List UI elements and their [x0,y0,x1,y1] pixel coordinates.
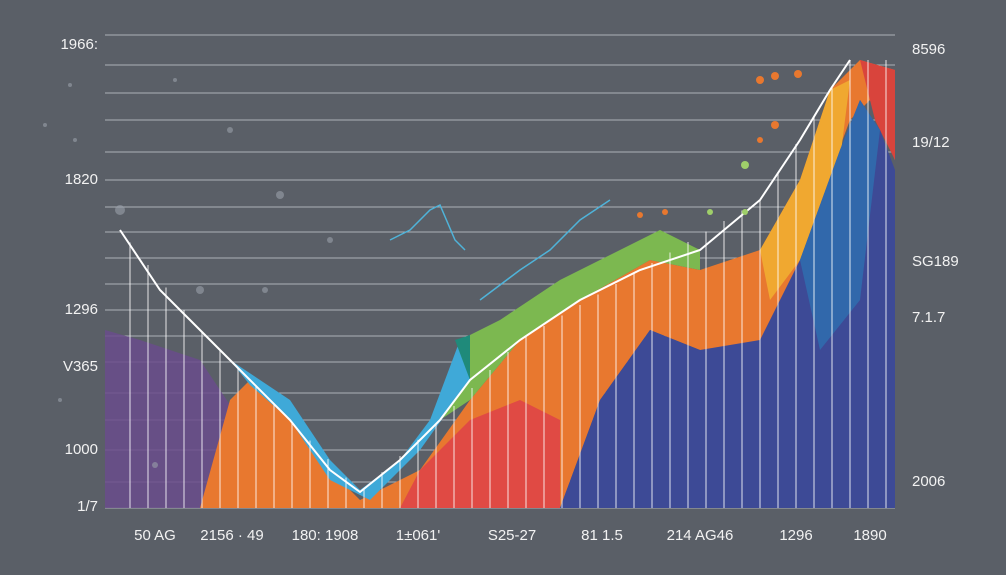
speck [262,287,268,293]
blue-area [800,100,880,350]
speckles [43,78,333,468]
bottom-label: 180: 1908 [292,527,359,544]
right-label: 2006 [912,473,945,490]
bottom-label: 1±061' [396,527,441,544]
bottom-label: S25-27 [488,527,536,544]
navy-area [560,100,895,508]
labels: 1966: 1820 1296 V365 1000 1/7 8596 19/12 SG189 7.… [60,36,958,544]
right-label: 8596 [912,41,945,58]
vertical-lines [129,60,887,508]
left-label: 1000 [65,441,98,458]
speck [196,286,204,294]
small-line [479,199,611,301]
left-label: 1296 [65,301,98,318]
right-label: 19/12 [912,134,950,151]
bottom-label: 81 1.5 [581,527,623,544]
cyan-area [230,340,470,500]
speck [152,462,158,468]
bottom-label: 214 AG46 [667,527,734,544]
dots [707,161,749,215]
dot [741,161,749,169]
speck [115,205,125,215]
speck [327,237,333,243]
dot [637,212,643,218]
bottom-label: 2156 · 49 [200,527,263,544]
right-label: SG189 [912,253,959,270]
dot [794,70,802,78]
left-label: 1966: [60,36,98,53]
dot [771,72,779,80]
green-area [440,230,700,420]
trend-line [119,59,851,494]
dot [742,209,748,215]
left-label: 1/7 [77,498,98,515]
small-line [389,203,466,251]
left-label: V365 [63,358,98,375]
left-label: 1820 [65,171,98,188]
dots [637,70,802,218]
speck [227,127,233,133]
areas [105,60,895,508]
dot [756,76,764,84]
red-area [400,400,560,508]
bottom-label: 50 AG [134,527,176,544]
bottom-label: 1890 [853,527,886,544]
dot [757,137,763,143]
bottom-label: 1296 [779,527,812,544]
dot [707,209,713,215]
yellow-area [760,80,850,300]
speck [58,398,62,402]
speck [276,191,284,199]
speck [73,138,77,142]
speck [68,83,72,87]
speck [173,78,177,82]
dot [662,209,668,215]
speck [43,123,47,127]
dot [771,121,779,129]
teal-area [455,335,470,380]
right-label: 7.1.7 [912,309,945,326]
